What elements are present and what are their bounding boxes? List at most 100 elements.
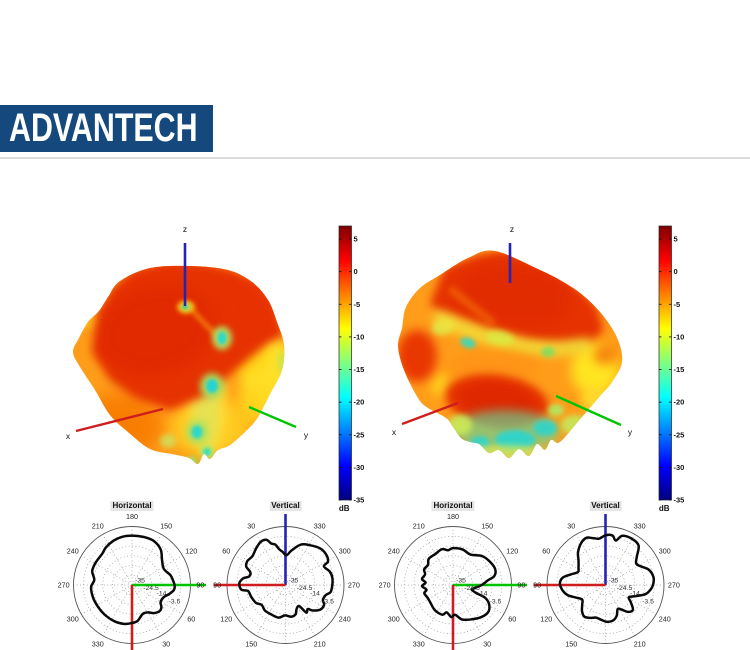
grid-spoke: [575, 584, 606, 636]
colorbar-tick-label: -25: [674, 430, 685, 439]
grid-ring: [246, 545, 325, 625]
grid-spoke: [554, 555, 606, 586]
blob-color-patch: [217, 331, 227, 345]
blob-color-patch: [203, 448, 211, 456]
angle-label: 30: [567, 521, 575, 530]
angle-label: 240: [388, 546, 400, 555]
y-axis-label: y: [628, 427, 633, 437]
x-axis-line: [75, 407, 164, 433]
blob-color-patch: [432, 310, 593, 356]
ring-db-label: -3.5: [490, 599, 502, 606]
blob-color-patch: [226, 280, 278, 332]
polar-plot-vertical-3: 330 300 270 240 210 150 120 90 60 30 -35-24.5-14-3…: [533, 514, 680, 649]
z-axis-label: z: [183, 224, 187, 234]
colorbar-tick-label: -5: [674, 300, 681, 309]
ring-db-label: -14: [630, 591, 640, 598]
ring-db-label: -3.5: [169, 599, 181, 606]
grid-spoke: [255, 584, 286, 636]
colorbar-unit-label: dB: [659, 504, 670, 513]
blob-color-patch: [561, 415, 589, 435]
angle-label: 150: [160, 521, 172, 530]
ring-db-label: -35: [456, 578, 466, 585]
angle-label: 30: [162, 640, 170, 649]
colorbar-tick-label: -35: [674, 496, 685, 505]
angle-label: 90: [517, 581, 525, 590]
logo-text: ADVANTECH: [9, 106, 198, 150]
angle-label: 270: [58, 581, 70, 590]
colorbar: 5 0 -5 -10 -15 -20 -25 -30 -35 dB: [658, 225, 685, 513]
pattern-curve: [89, 534, 176, 626]
colorbar-tick-label: -10: [354, 332, 365, 341]
blob-color-patch: [191, 425, 203, 439]
polar-title-horizontal-2: Horizontal: [431, 501, 475, 511]
grid-ring: [575, 555, 636, 615]
blob-color-patch: [186, 456, 198, 465]
ring-db-label: -14: [310, 591, 320, 598]
angle-label: 90: [533, 581, 541, 590]
colorbar-tick-label: -20: [354, 398, 365, 407]
grid-spoke: [102, 584, 133, 636]
blob-color-patch: [460, 266, 570, 324]
ring-db-label: -24.5: [617, 585, 633, 592]
angle-label: 60: [542, 546, 550, 555]
angle-label: 30: [483, 640, 491, 649]
blob-color-patch: [278, 350, 285, 374]
grid-ring: [265, 565, 306, 605]
grid-ring: [566, 545, 645, 625]
grid-ring: [255, 555, 316, 615]
angle-label: 270: [348, 581, 360, 590]
blob-color-patch: [533, 420, 557, 436]
grid-spoke: [81, 555, 133, 586]
grid-ring: [275, 574, 296, 596]
blob-color-patch: [235, 387, 275, 423]
angle-label: 240: [339, 615, 351, 624]
angle-label: 300: [659, 546, 671, 555]
radiation-3d-left: z x y 5 0 -5 -10 -15 -20 -25 -30 -35 dB: [66, 224, 364, 513]
angle-label: 90: [196, 581, 204, 590]
ring-db-label: -24.5: [297, 585, 313, 592]
angle-label: 330: [413, 640, 425, 649]
polar-title-vertical-2: Vertical: [589, 501, 622, 511]
colorbar-tick-label: -20: [674, 398, 685, 407]
colorbar-tick-label: -25: [354, 430, 365, 439]
pattern-blob: [72, 265, 285, 465]
blob-color-patch: [206, 379, 218, 393]
grid-ring: [595, 574, 616, 596]
colorbar-tick-label: 5: [674, 235, 678, 244]
angle-label: 210: [413, 521, 425, 530]
y-axis-line: [555, 394, 622, 427]
blob-color-patch: [453, 438, 463, 446]
angle-label: 210: [92, 521, 104, 530]
angle-label: 120: [185, 546, 197, 555]
angle-label: 330: [314, 521, 326, 530]
grid-spoke: [81, 584, 133, 615]
x-axis-line: [401, 401, 459, 426]
colorbar-tick-label: -10: [674, 332, 685, 341]
angle-label: 60: [508, 615, 516, 624]
polar-title-vertical-1: Vertical: [269, 501, 302, 511]
ring-db-label: -35: [289, 578, 299, 585]
colorbar-tick-label: -5: [354, 300, 361, 309]
grid-spoke: [102, 534, 133, 586]
x-axis-label: x: [66, 431, 71, 441]
blob-color-patch: [486, 330, 514, 346]
angle-label: 150: [481, 521, 493, 530]
colorbar-gradient: [338, 225, 352, 501]
angle-label: 180: [126, 512, 138, 521]
blob-color-patch: [397, 330, 437, 382]
x-axis-label: x: [392, 427, 397, 437]
colorbar-tick-label: -15: [674, 365, 685, 374]
ring-db-label: -35: [135, 578, 145, 585]
angle-label: 150: [245, 640, 257, 649]
angle-label: 330: [92, 640, 104, 649]
blob-color-patch: [450, 351, 540, 379]
header-divider: [0, 157, 750, 159]
blob-color-patch: [541, 347, 555, 357]
radiation-3d-right: z x y 5 0 -5 -10 -15 -20 -25 -30 -35 dB: [392, 224, 684, 513]
ring-db-label: -24.5: [143, 585, 159, 592]
angle-label: 270: [668, 581, 680, 590]
angle-label: 150: [565, 640, 577, 649]
angle-label: 120: [540, 615, 552, 624]
polar-plot-horizontal-2: 180 150 120 90 60 30 330 300 270 240 210 -35-24.5-1…: [379, 512, 527, 650]
